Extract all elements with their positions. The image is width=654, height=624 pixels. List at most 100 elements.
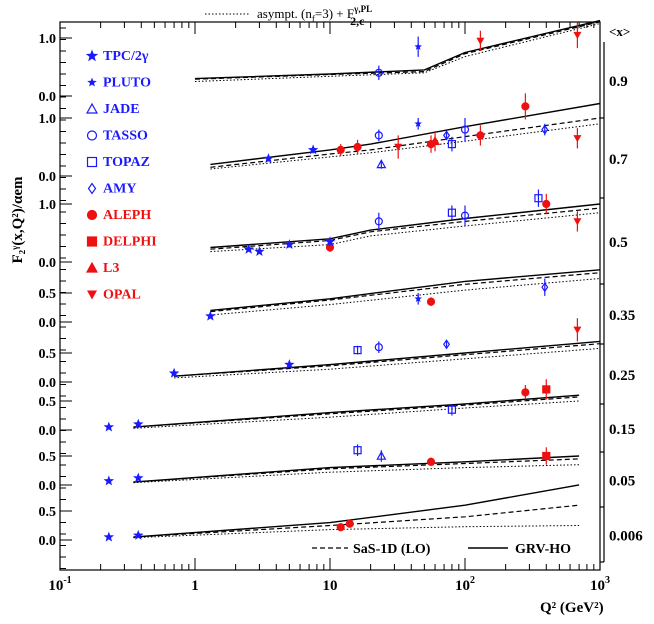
grv-curve — [174, 340, 601, 377]
x-tick-label: 103 — [590, 575, 610, 594]
data-point — [263, 153, 274, 163]
panels — [103, 19, 601, 542]
data-point — [426, 297, 436, 307]
data-point — [307, 144, 319, 155]
diamond-marker — [541, 282, 549, 293]
y-tick-label: 0.0 — [39, 90, 57, 105]
triangle-down-marker — [573, 218, 582, 226]
data-point — [103, 531, 115, 542]
data-point — [573, 22, 582, 49]
circle-marker — [374, 131, 383, 140]
star-marker — [324, 236, 336, 247]
legend: TPC/2γ PLUTO JADE TASSO TOPAZ AMY ALEPH DELPHI L… — [85, 49, 571, 557]
square-marker — [353, 446, 362, 455]
legend-label: ALEPH — [103, 208, 151, 223]
sas-curve — [210, 117, 601, 168]
y-tick-label: 0.5 — [39, 450, 57, 465]
x-group-label: <x> — [609, 24, 630, 39]
data-point — [447, 136, 457, 152]
star-marker — [133, 529, 144, 540]
data-point — [374, 65, 383, 81]
triangle-down-marker — [476, 37, 485, 45]
data-point — [447, 403, 457, 416]
star-marker — [168, 367, 180, 378]
asympt-curve — [194, 23, 601, 82]
square-marker — [542, 385, 551, 394]
y-tick-label: 0.0 — [39, 170, 57, 185]
asympt-curve — [174, 347, 601, 379]
axis-ticks: 10-1 1 10 102 103 0.0 1.0 0.0 1.0 0.0 1.0 0.0 0.5 0.0… — [39, 22, 643, 594]
circle-marker — [542, 199, 551, 209]
diamond-marker — [87, 182, 97, 195]
asympt-curve — [210, 212, 601, 253]
data-point — [133, 418, 144, 429]
data-point — [133, 529, 144, 540]
circle-marker — [374, 343, 383, 352]
diamond-marker — [541, 124, 549, 135]
data-point — [521, 385, 530, 400]
star-marker — [103, 421, 115, 432]
circle-marker — [86, 130, 98, 141]
data-point — [376, 159, 387, 169]
star-marker — [85, 49, 99, 62]
star-marker — [205, 310, 216, 321]
asympt-legend-label: asympt. (nf=3) + Fγ,PL 2,c — [257, 4, 372, 28]
y-tick-label: 0.5 — [39, 287, 57, 302]
star-marker — [414, 42, 422, 50]
circle-marker — [460, 211, 470, 220]
circle-marker — [521, 102, 530, 111]
x-tick-label: 10 — [323, 578, 338, 594]
star-marker — [103, 531, 115, 542]
triangle-down-marker — [87, 290, 97, 300]
data-point — [353, 444, 362, 456]
star-marker — [133, 472, 144, 483]
y-tick-label: 0.5 — [39, 347, 57, 362]
grv-curve — [194, 19, 601, 80]
grv-curve — [133, 394, 580, 428]
legend-label: DELPHI — [103, 235, 157, 250]
circle-marker — [374, 217, 383, 226]
data-point — [447, 205, 457, 220]
data-point — [573, 128, 582, 149]
triangle-marker — [430, 135, 441, 145]
panel-x-label: 0.15 — [609, 422, 635, 438]
y-tick-label: 0.0 — [39, 479, 57, 494]
data-point — [414, 293, 422, 305]
data-point — [476, 30, 485, 52]
data-point — [133, 472, 144, 483]
data-point — [336, 523, 345, 532]
square-marker — [534, 194, 543, 203]
star-marker — [263, 153, 274, 163]
star-marker — [87, 77, 97, 87]
panel-x-label: 0.05 — [609, 474, 635, 490]
data-point — [374, 129, 383, 142]
triangle-marker — [376, 450, 387, 460]
square-marker — [353, 346, 362, 355]
data-point — [542, 379, 551, 400]
data-point — [414, 36, 422, 57]
star-marker — [307, 144, 319, 155]
legend-label: PLUTO — [103, 76, 151, 91]
asympt-curve — [210, 278, 601, 316]
circle-marker — [476, 131, 485, 140]
legend-item: ALEPH — [86, 208, 151, 223]
y-tick-label: 0.0 — [39, 316, 57, 331]
data-point — [534, 189, 543, 207]
data-point — [284, 359, 295, 369]
triangle-marker — [85, 261, 99, 273]
y-tick-label: 0.5 — [39, 395, 57, 410]
data-point — [460, 205, 470, 226]
sas-curve — [210, 207, 601, 250]
y-tick-label: 1.0 — [39, 32, 57, 47]
square-marker — [447, 405, 457, 414]
legend-item: DELPHI — [86, 235, 157, 250]
square-marker — [86, 236, 98, 247]
data-point — [254, 246, 265, 256]
sas-curve — [133, 458, 580, 483]
data-point — [376, 450, 387, 462]
data-point — [573, 211, 582, 232]
grv-curve — [210, 102, 601, 166]
square-marker — [86, 156, 98, 168]
y-tick-label: 0.0 — [39, 424, 57, 439]
